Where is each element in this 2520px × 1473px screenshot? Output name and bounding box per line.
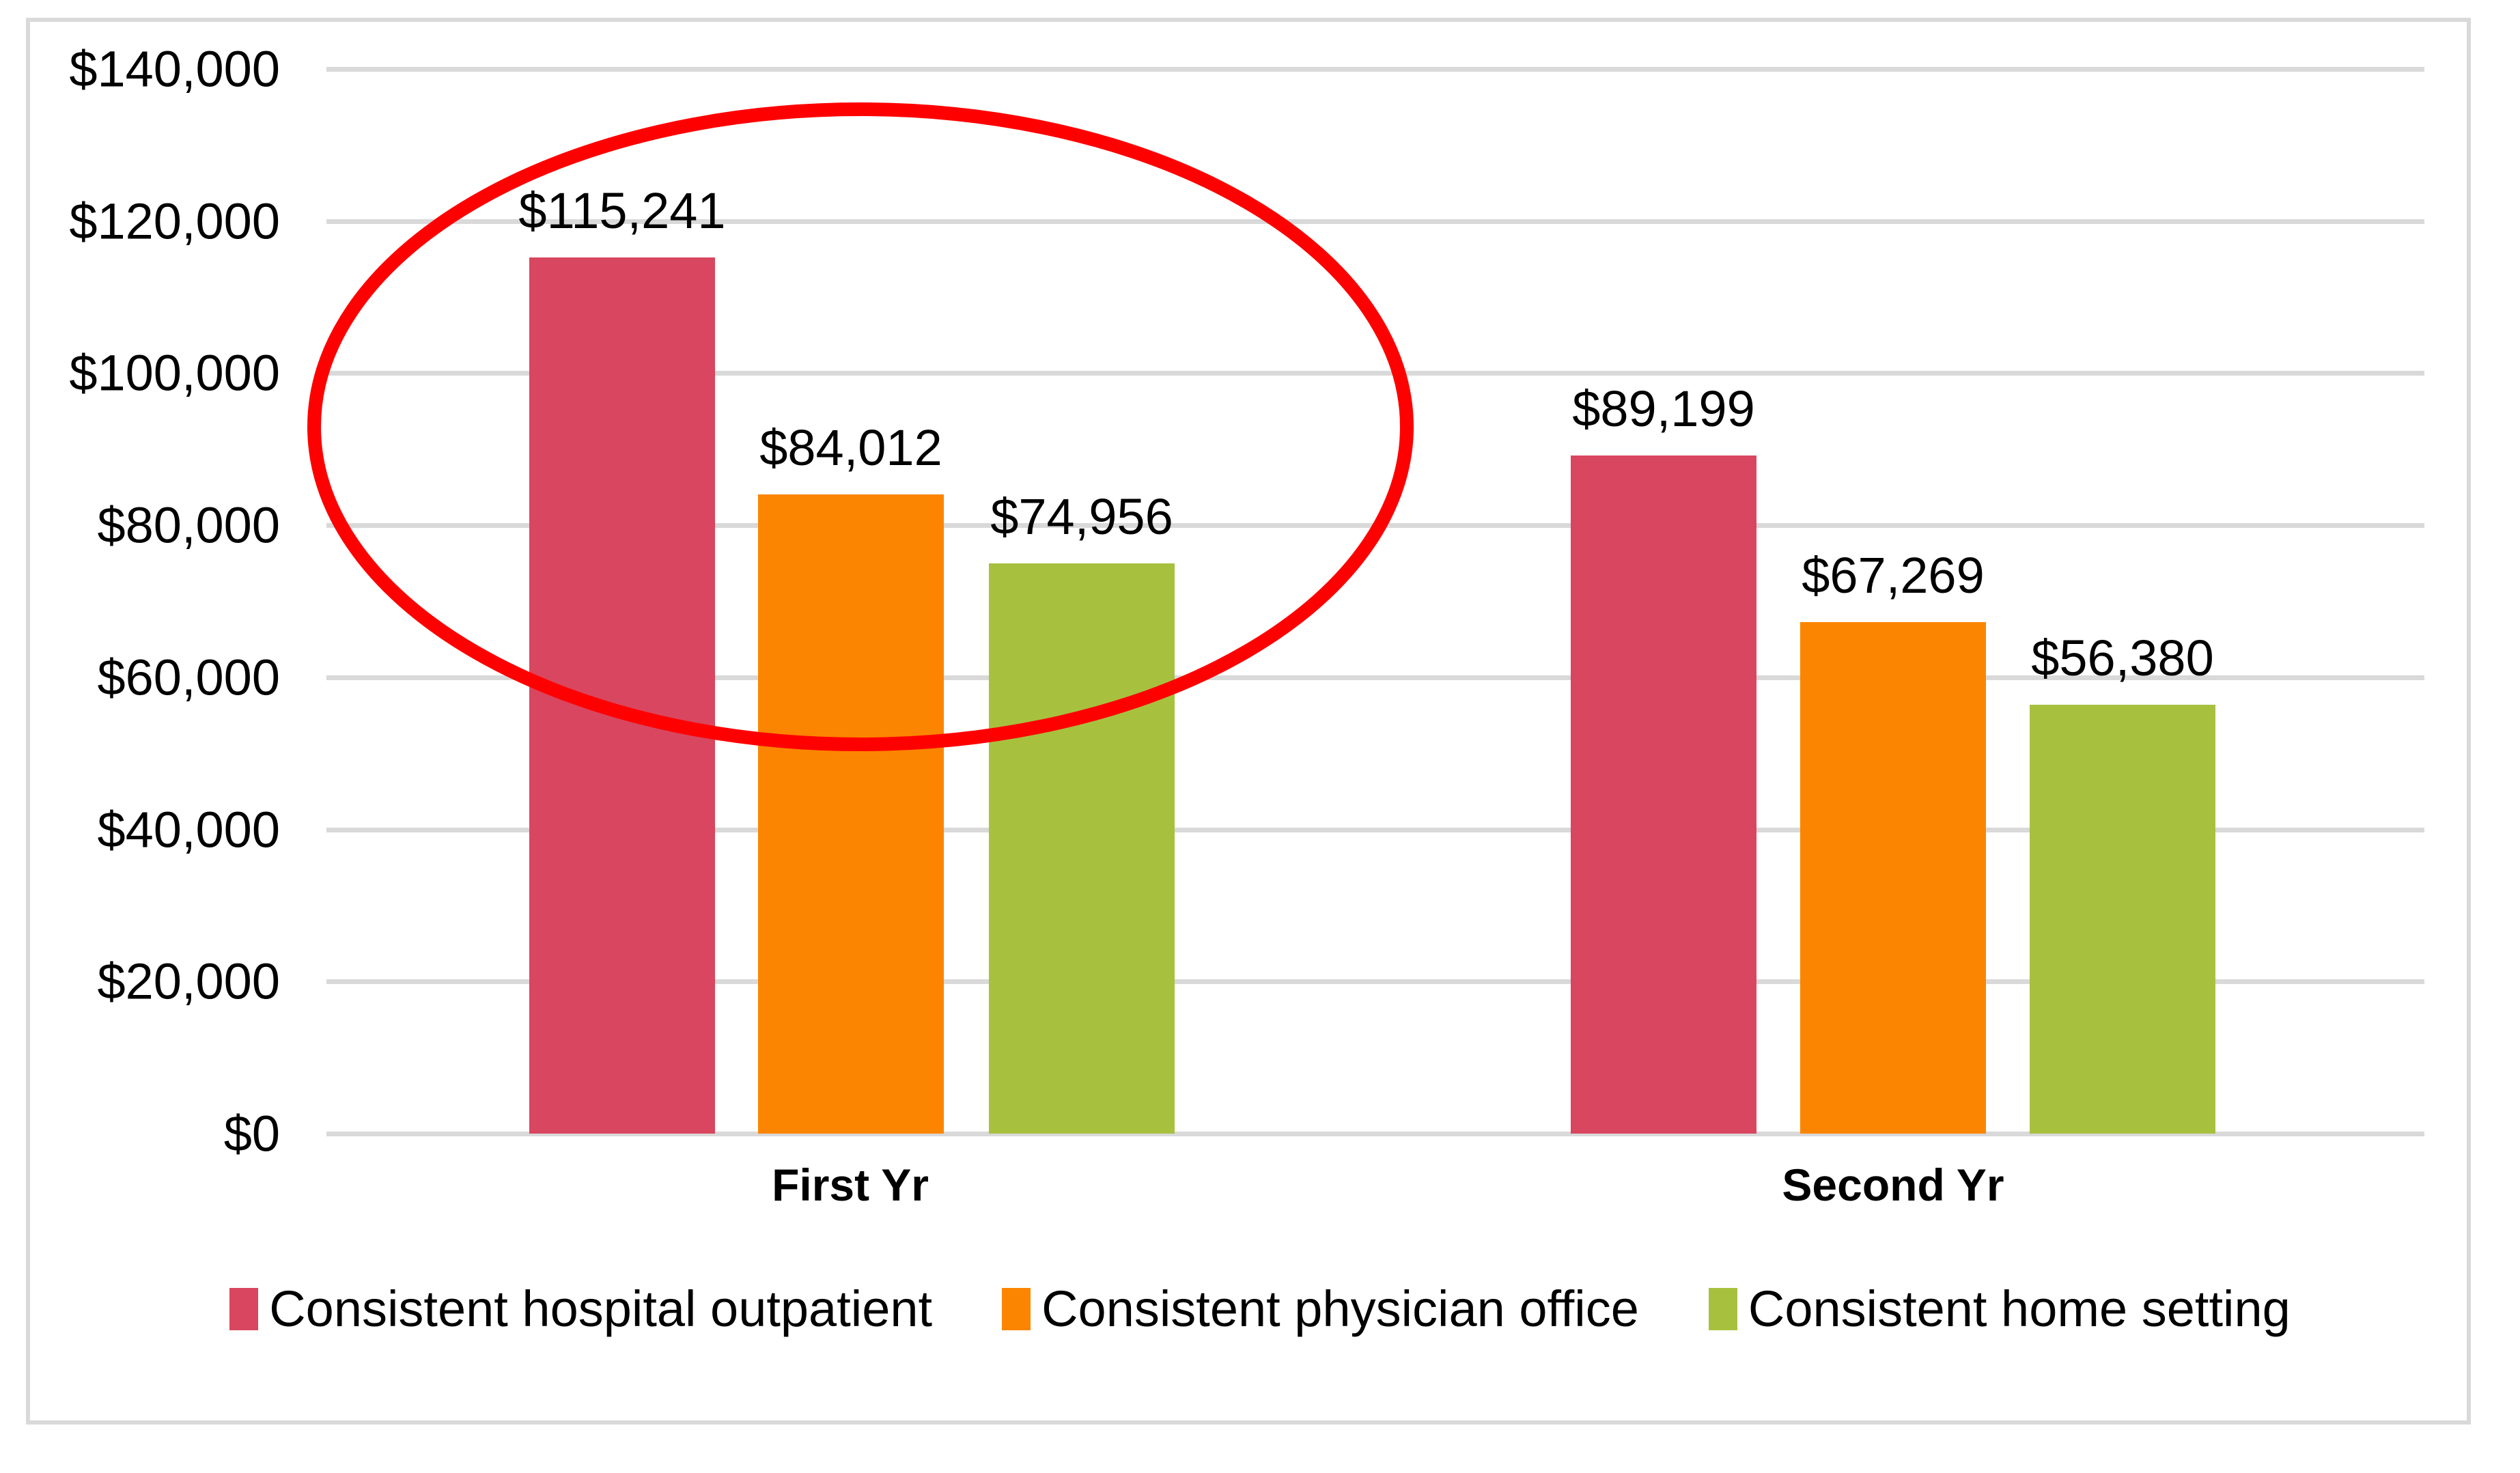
y-axis-labels: $140,000 $120,000 $100,000 $80,000 $60,000 $4… xyxy=(0,41,281,1162)
gridline xyxy=(326,979,2424,985)
legend-swatch-icon xyxy=(229,1288,259,1330)
y-axis-tick-label: $20,000 xyxy=(97,953,281,1010)
bar[interactable] xyxy=(989,563,1175,1134)
bar-value-label: $84,012 xyxy=(759,419,942,477)
legend-label: Consistent home setting xyxy=(1748,1280,2291,1337)
bar-value-label: $74,956 xyxy=(990,488,1173,546)
bar[interactable] xyxy=(1800,621,1986,1134)
bar-value-label: $56,380 xyxy=(2031,630,2214,687)
bar-value-label: $89,199 xyxy=(1572,380,1755,437)
bar[interactable] xyxy=(1571,455,1756,1134)
legend-item[interactable]: Consistent hospital outpatient xyxy=(229,1284,932,1334)
bar-value-label: $67,269 xyxy=(1802,546,1985,604)
legend-label: Consistent hospital outpatient xyxy=(269,1280,933,1337)
gridline xyxy=(326,827,2424,832)
legend-label: Consistent physician office xyxy=(1041,1280,1639,1337)
x-axis-category-label: Second Yr xyxy=(1782,1160,2004,1210)
y-axis-tick-label: $60,000 xyxy=(97,649,281,706)
legend-swatch-icon xyxy=(1708,1288,1737,1330)
bar[interactable] xyxy=(758,494,944,1134)
bar[interactable] xyxy=(2030,705,2215,1134)
y-axis-tick-label: $100,000 xyxy=(69,344,280,402)
legend: Consistent hospital outpatient Consistent… xyxy=(0,1284,2520,1334)
gridline xyxy=(326,67,2424,72)
legend-item[interactable]: Consistent physician office xyxy=(1002,1284,1639,1334)
y-axis-tick-label: $40,000 xyxy=(97,801,281,858)
x-axis-category-label: First Yr xyxy=(772,1160,929,1210)
y-axis-tick-label: $0 xyxy=(223,1105,280,1162)
bar[interactable] xyxy=(529,257,715,1134)
legend-swatch-icon xyxy=(1002,1288,1031,1330)
y-axis-tick-label: $140,000 xyxy=(69,40,280,98)
y-axis-tick-label: $80,000 xyxy=(97,496,281,554)
bar-value-label: $115,241 xyxy=(518,182,726,239)
legend-item[interactable]: Consistent home setting xyxy=(1708,1280,2291,1337)
gridline xyxy=(326,1132,2424,1136)
y-axis-tick-label: $120,000 xyxy=(69,193,280,250)
